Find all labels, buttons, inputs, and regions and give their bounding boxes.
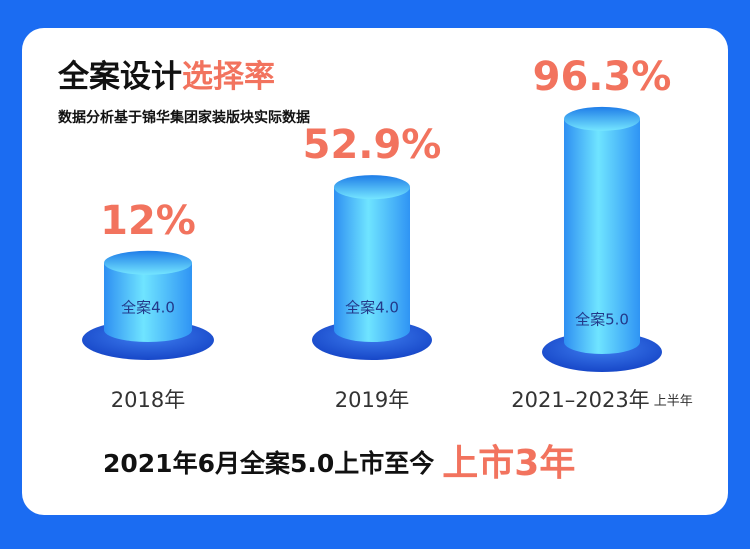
cylinder-top	[564, 106, 640, 131]
value-label: 52.9%	[303, 122, 442, 168]
plot: 12% 全案4.0 2018年 52.9% 全案4.0 2019年 96.3% 全案5.0 20…	[82, 54, 693, 412]
footer-part: 2021年6月全案5.0上市至今	[103, 449, 434, 478]
bar-label: 全案4.0	[345, 299, 399, 317]
value-label: 96.3%	[533, 54, 672, 100]
value-label: 12%	[100, 198, 196, 244]
cylinder-top	[334, 175, 410, 200]
subtitle: 数据分析基于锦华集团家装版块实际数据	[58, 109, 310, 126]
title-part: 选择率	[182, 59, 275, 95]
cylinder-body	[564, 118, 640, 354]
category: 2018年	[111, 388, 185, 412]
category-note: 上半年	[654, 394, 693, 409]
footer: 2021年6月全案5.0上市至今 上市3年	[103, 443, 575, 484]
cylinder-top	[104, 250, 192, 275]
x-tick-label: 2021–2023年 上半年	[511, 388, 692, 412]
cylinder	[564, 106, 640, 354]
x-tick-label: 2019年	[335, 388, 409, 412]
category: 2019年	[335, 388, 409, 412]
cylinder-body	[104, 262, 192, 342]
cylinder	[334, 175, 410, 342]
title-part: 全案设计	[57, 59, 182, 95]
category: 2021–2023年	[511, 388, 649, 412]
bar-label: 全案5.0	[575, 311, 629, 329]
title: 全案设计选择率	[57, 59, 275, 95]
cylinder-body	[334, 187, 410, 342]
cylinder	[104, 250, 192, 342]
x-tick-label: 2018年	[111, 388, 185, 412]
footer-part: 上市3年	[442, 443, 575, 484]
bar-label: 全案4.0	[121, 299, 175, 317]
